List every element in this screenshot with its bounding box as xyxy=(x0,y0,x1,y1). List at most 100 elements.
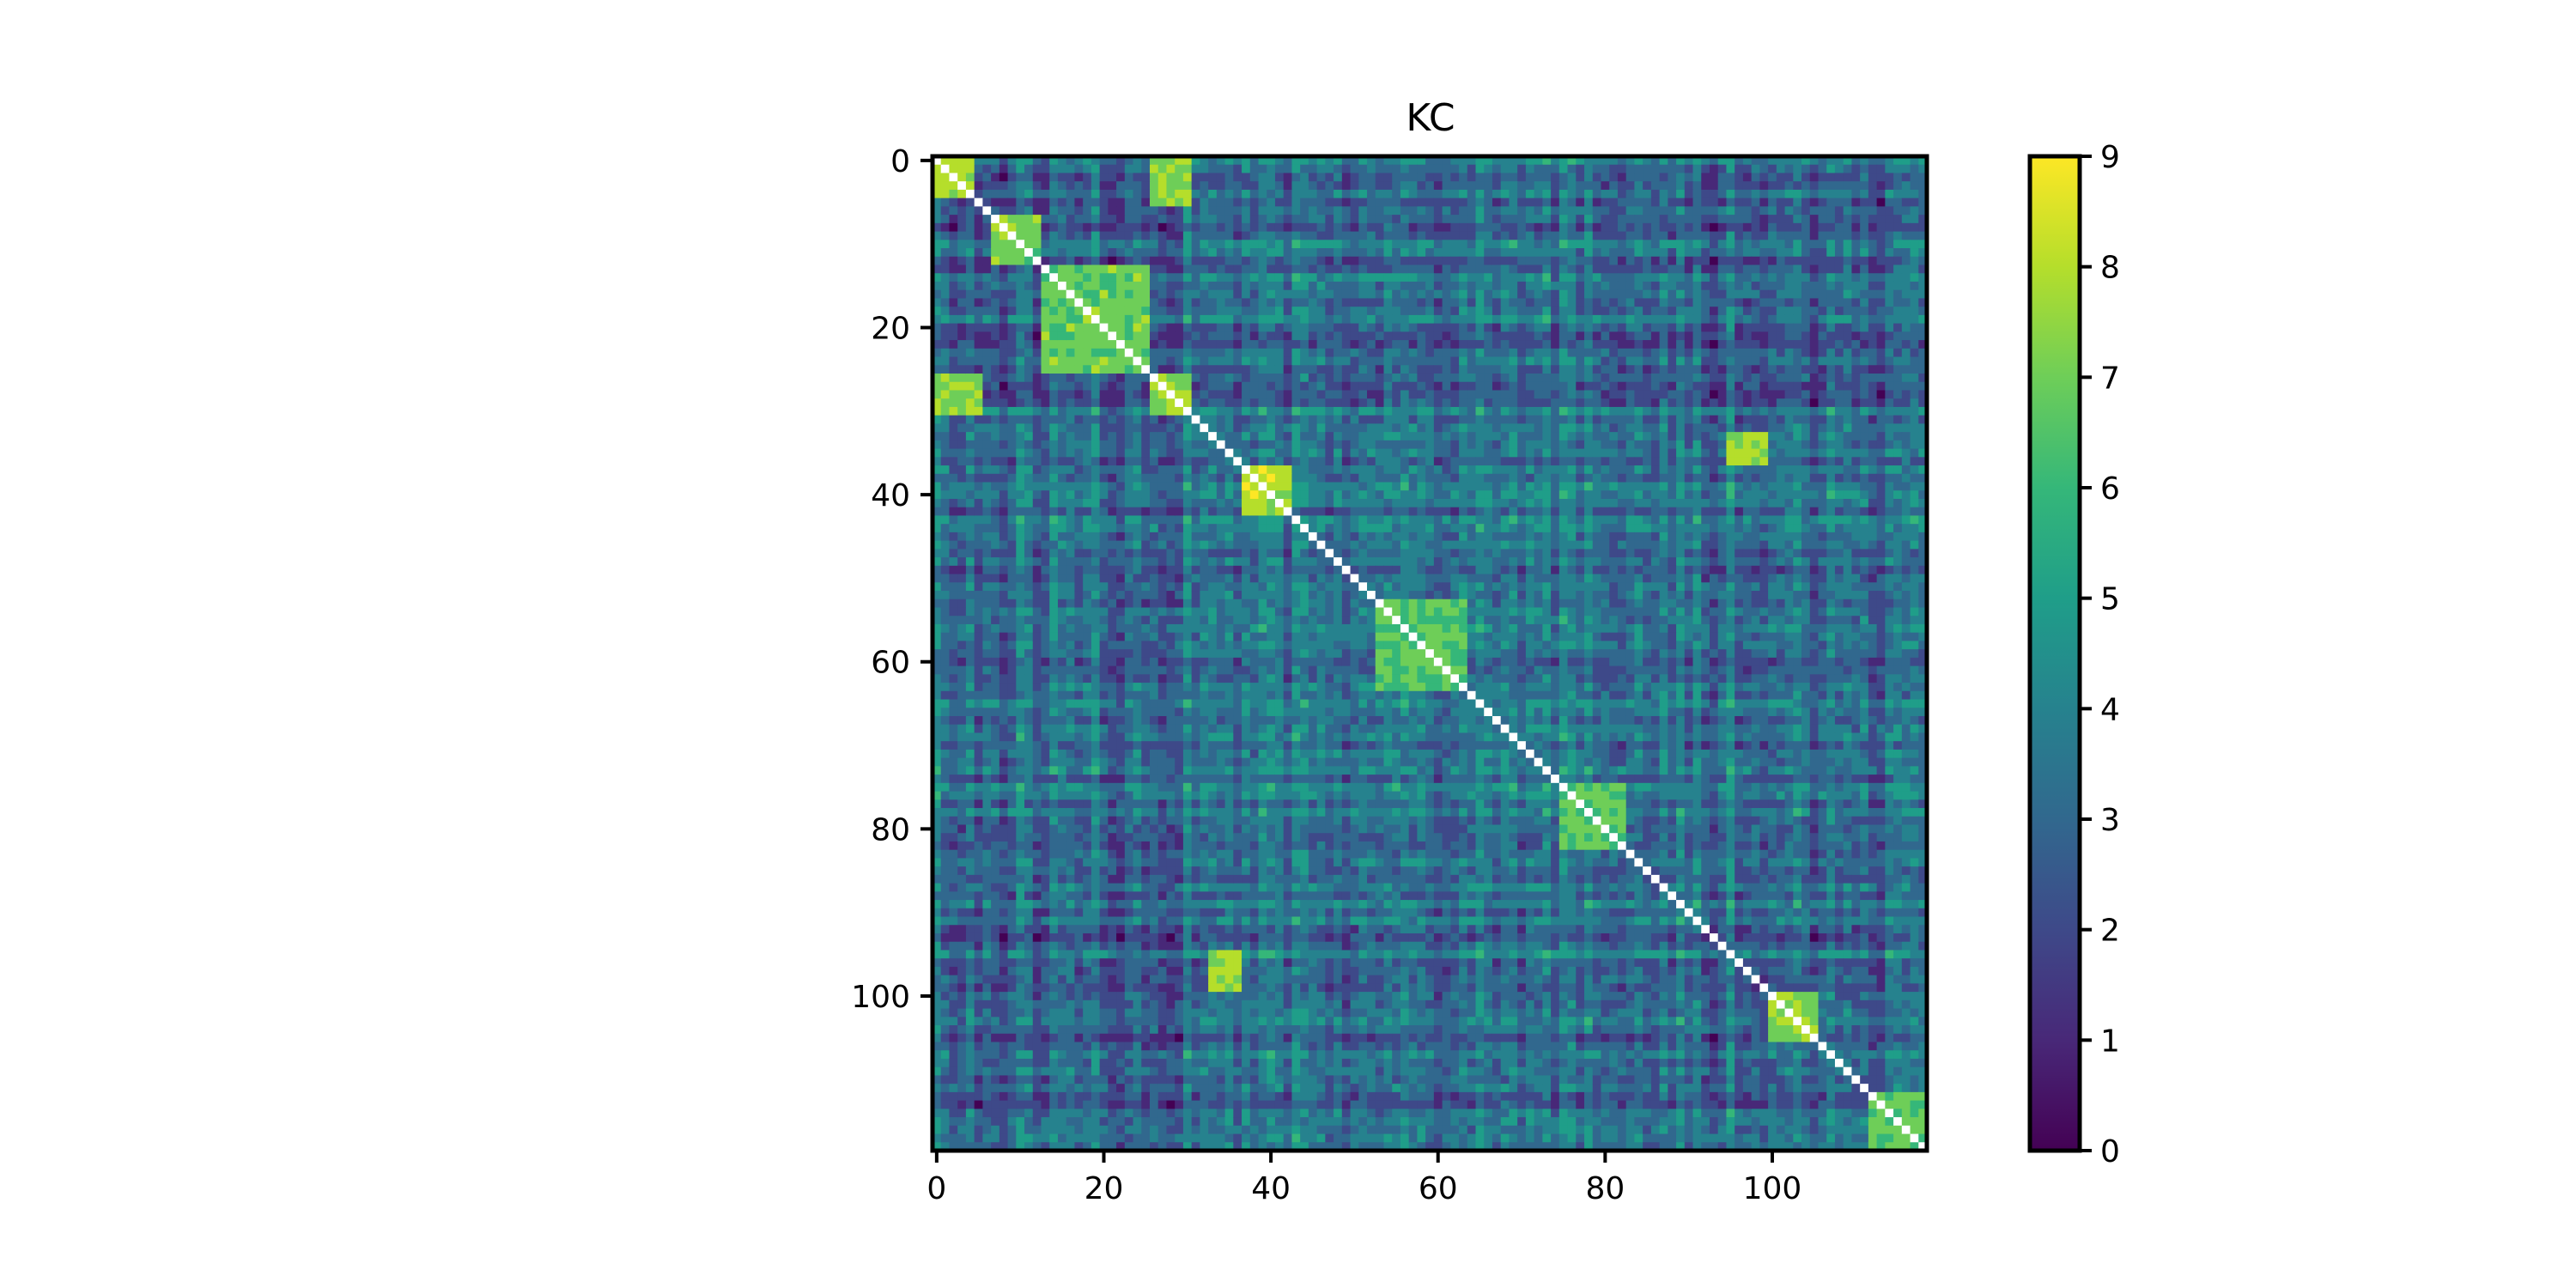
heatmap-cell xyxy=(1099,256,1109,266)
heatmap-cell xyxy=(1341,273,1352,283)
heatmap-cell xyxy=(1041,1100,1050,1109)
heatmap-cell xyxy=(1166,256,1176,266)
heatmap-cell xyxy=(982,532,992,542)
heatmap-cell xyxy=(1910,340,1919,349)
heatmap-cell xyxy=(1325,298,1334,307)
heatmap-cell xyxy=(1793,256,1802,266)
heatmap-cell xyxy=(1484,181,1493,191)
heatmap-cell xyxy=(1576,289,1585,300)
heatmap-cell xyxy=(1066,708,1076,717)
heatmap-cell xyxy=(1057,833,1067,842)
heatmap-cell xyxy=(965,1084,975,1093)
heatmap-cell xyxy=(965,248,975,258)
heatmap-cell xyxy=(1885,206,1894,216)
heatmap-cell xyxy=(965,649,975,659)
heatmap-cell xyxy=(1141,248,1151,258)
heatmap-cell xyxy=(1893,273,1903,283)
heatmap-cell xyxy=(1525,331,1535,341)
heatmap-cell xyxy=(1542,264,1552,274)
heatmap-cell xyxy=(1182,314,1193,325)
heatmap-cell xyxy=(1007,231,1017,240)
heatmap-cell xyxy=(1291,256,1301,266)
heatmap-cell xyxy=(965,775,975,784)
heatmap-cell xyxy=(949,941,958,951)
heatmap-cell xyxy=(1484,248,1493,258)
heatmap-cell xyxy=(1283,156,1293,166)
heatmap-cell xyxy=(1091,657,1101,667)
heatmap-cell xyxy=(957,1066,967,1077)
heatmap-cell xyxy=(1116,975,1126,984)
heatmap-cell xyxy=(1233,248,1242,258)
heatmap-cell xyxy=(949,933,958,943)
heatmap-cell xyxy=(1024,757,1034,767)
heatmap-cell xyxy=(1625,173,1636,182)
heatmap-cell xyxy=(1893,189,1903,199)
heatmap-cell xyxy=(1091,498,1101,508)
heatmap-cell xyxy=(974,816,983,826)
heatmap-cell xyxy=(1643,156,1652,166)
heatmap-cell xyxy=(1083,432,1092,441)
heatmap-cell xyxy=(1818,314,1827,325)
heatmap-cell xyxy=(940,950,951,959)
heatmap-cell xyxy=(1617,298,1627,307)
heatmap-cell xyxy=(1408,197,1418,207)
heatmap-cell xyxy=(933,1066,942,1077)
heatmap-cell xyxy=(933,323,942,332)
heatmap-cell xyxy=(982,465,992,475)
heatmap-cell xyxy=(1016,782,1025,793)
heatmap-cell xyxy=(1032,256,1042,266)
heatmap-cell xyxy=(1208,289,1218,300)
heatmap-cell xyxy=(1091,591,1101,600)
heatmap-cell xyxy=(1717,215,1728,224)
heatmap-cell xyxy=(1776,314,1786,325)
heatmap-cell xyxy=(1316,256,1326,266)
heatmap-cell xyxy=(1242,206,1251,216)
heatmap-cell xyxy=(1057,448,1067,458)
heatmap-cell xyxy=(1133,206,1142,216)
heatmap-cell xyxy=(1467,248,1477,258)
heatmap-cell xyxy=(1735,331,1744,341)
heatmap-cell xyxy=(1032,1100,1042,1109)
heatmap-cell xyxy=(982,164,992,174)
heatmap-cell xyxy=(1124,331,1134,341)
heatmap-cell xyxy=(1375,307,1385,316)
heatmap-cell xyxy=(1558,156,1569,166)
heatmap-cell xyxy=(1091,298,1101,307)
heatmap-cell xyxy=(1041,674,1050,683)
heatmap-cell xyxy=(1425,189,1435,199)
heatmap-cell xyxy=(1032,958,1042,968)
heatmap-cell xyxy=(1509,240,1518,249)
heatmap-cell xyxy=(1099,374,1109,383)
heatmap-cell xyxy=(1191,156,1200,166)
heatmap-cell xyxy=(957,925,967,934)
heatmap-cell xyxy=(1057,632,1067,641)
heatmap-cell xyxy=(1024,598,1034,609)
heatmap-cell xyxy=(1408,331,1418,341)
heatmap-cell xyxy=(1024,1100,1034,1109)
heatmap-cell xyxy=(1032,356,1042,366)
heatmap-cell xyxy=(1717,307,1728,316)
heatmap-cell xyxy=(974,724,983,734)
heatmap-cell xyxy=(1066,598,1076,609)
heatmap-cell xyxy=(1108,498,1117,508)
heatmap-cell xyxy=(1066,1042,1076,1051)
heatmap-cell xyxy=(1032,833,1042,842)
heatmap-cell xyxy=(949,1091,958,1102)
heatmap-cell xyxy=(1024,440,1034,450)
heatmap-cell xyxy=(1450,323,1460,332)
heatmap-cell xyxy=(1735,189,1744,199)
heatmap-cell xyxy=(1108,307,1117,316)
heatmap-cell xyxy=(1735,181,1744,191)
heatmap-cell xyxy=(933,348,942,358)
heatmap-cell xyxy=(1150,164,1159,174)
heatmap-cell xyxy=(1049,574,1059,583)
heatmap-cell xyxy=(982,958,992,968)
heatmap-cell xyxy=(1684,222,1694,233)
heatmap-cell xyxy=(1083,824,1092,834)
heatmap-cell xyxy=(1751,197,1760,207)
heatmap-cell xyxy=(974,465,983,475)
heatmap-cell xyxy=(1558,314,1569,325)
heatmap-cell xyxy=(1024,1042,1034,1051)
heatmap-cell xyxy=(991,757,1000,767)
heatmap-cell xyxy=(1024,623,1034,634)
